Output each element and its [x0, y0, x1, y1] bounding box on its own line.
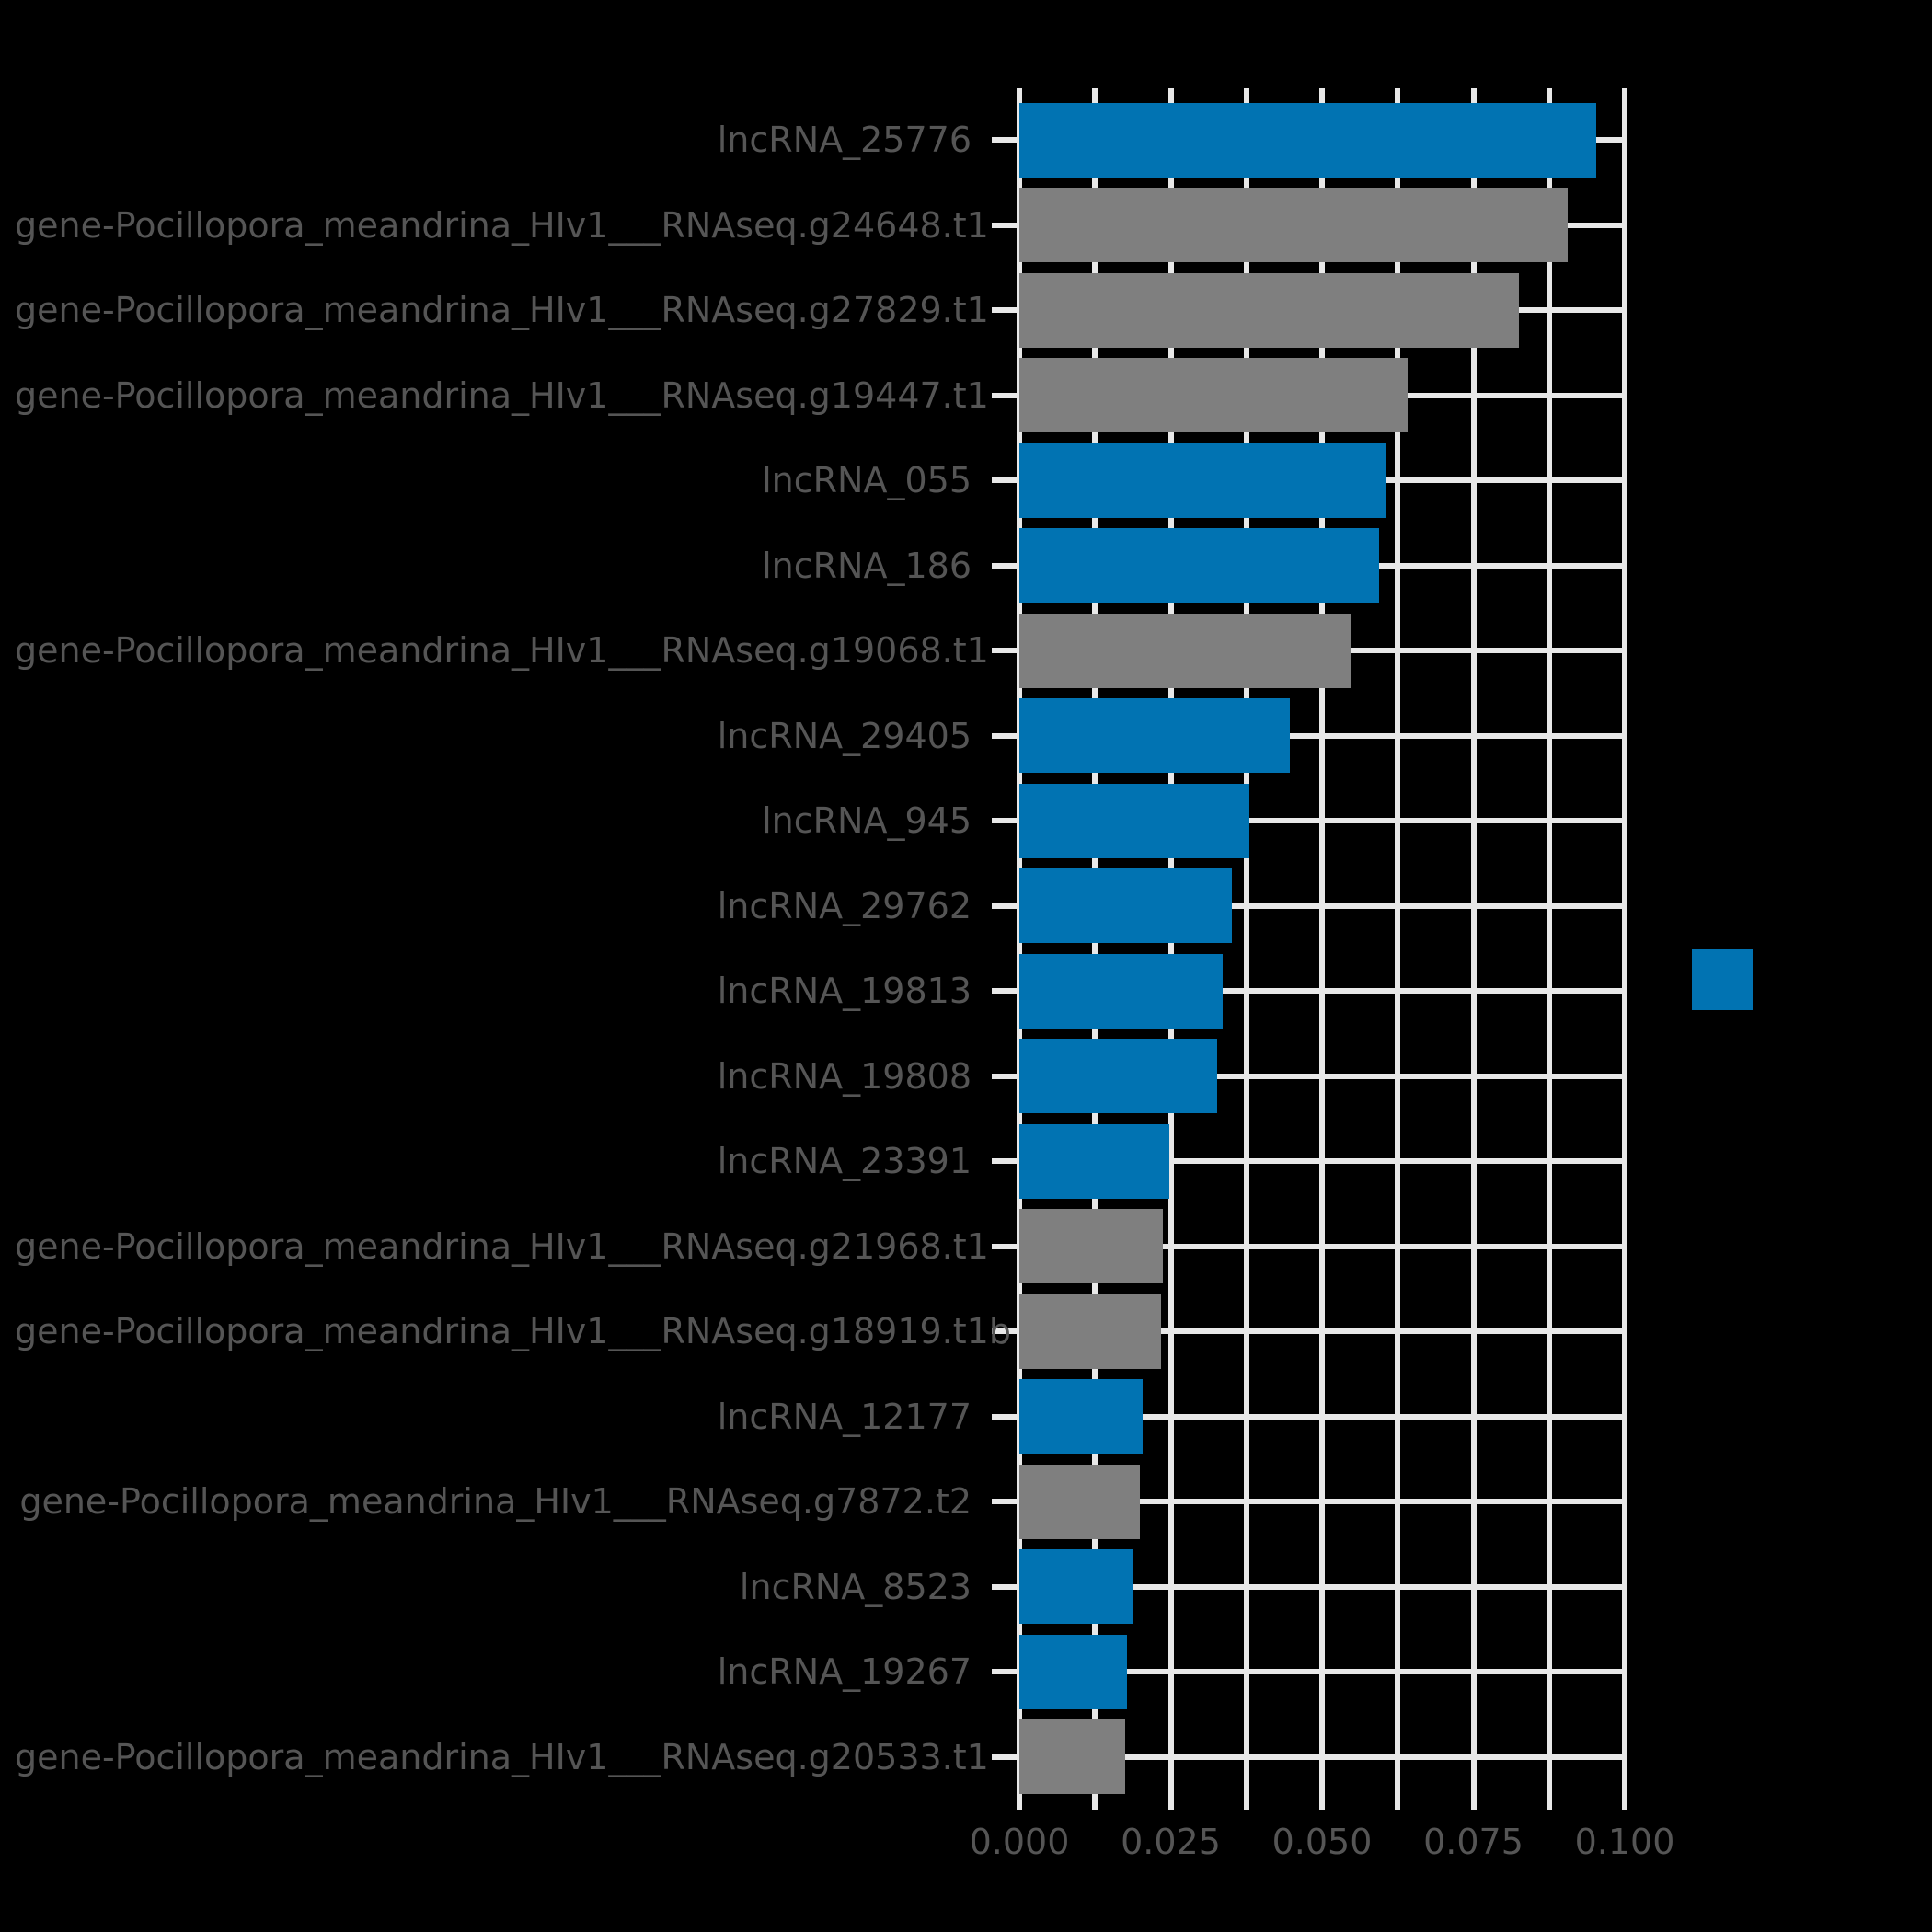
y-tick-label: gene-Pocillopora_meandrina_HIv1___RNAseq…: [15, 204, 989, 246]
bar-gene-Pocillopora_meandrina_HIv1___RNAseq.g19068.t1: [1019, 613, 1351, 688]
y-gridline-and-tick: [992, 1669, 1625, 1674]
bar-gene-Pocillopora_meandrina_HIv1___RNAseq.g7872.t2: [1019, 1464, 1140, 1539]
y-gridline-and-tick: [992, 1754, 1625, 1760]
y-tick-label: lncRNA_19813: [717, 971, 972, 1011]
x-tick-label: 0.025: [1121, 1822, 1221, 1862]
y-tick-label: lncRNA_19267: [717, 1651, 972, 1692]
y-tick-label: lncRNA_29405: [717, 715, 972, 756]
y-tick-label: gene-Pocillopora_meandrina_HIv1___RNAseq…: [15, 290, 989, 330]
x-tick-label: 0.050: [1271, 1822, 1373, 1862]
y-tick-label: lncRNA_23391: [717, 1141, 972, 1181]
bar-lncRNA_19267: [1019, 1634, 1128, 1709]
y-tick-label: lncRNA_25776: [717, 120, 972, 160]
x-gridline: [1622, 88, 1627, 1810]
bar-lncRNA_23391: [1019, 1123, 1170, 1199]
y-gridline-and-tick: [992, 1583, 1625, 1590]
y-tick-label: gene-Pocillopora_meandrina_HIv1___RNAseq…: [15, 1736, 989, 1777]
y-tick-label: lncRNA_19808: [717, 1055, 972, 1097]
bar-lncRNA_186: [1019, 528, 1379, 603]
bar-lncRNA_12177: [1019, 1379, 1144, 1454]
bar-gene-Pocillopora_meandrina_HIv1___RNAseq.g27829.t1: [1019, 272, 1519, 348]
y-gridline-and-tick: [992, 732, 1625, 739]
x-gridline: [1319, 88, 1325, 1810]
y-gridline-and-tick: [992, 1413, 1625, 1420]
x-gridline: [1017, 88, 1022, 1810]
x-gridline: [1243, 88, 1249, 1810]
y-gridline-and-tick: [992, 1243, 1625, 1249]
x-gridline: [1395, 88, 1401, 1810]
y-gridline-and-tick: [992, 1499, 1625, 1504]
bar-gene-Pocillopora_meandrina_HIv1___RNAseq.g18919.t1b: [1019, 1294, 1161, 1369]
bar-gene-Pocillopora_meandrina_HIv1___RNAseq.g24648.t1: [1019, 188, 1569, 262]
x-gridline: [1092, 88, 1098, 1810]
x-gridline: [1546, 88, 1552, 1810]
y-tick-label: lncRNA_055: [762, 460, 972, 500]
bar-gene-Pocillopora_meandrina_HIv1___RNAseq.g20533.t1: [1019, 1719, 1126, 1794]
y-tick-label: lncRNA_8523: [739, 1566, 972, 1607]
y-tick-label: lncRNA_186: [762, 545, 972, 586]
y-tick-label: lncRNA_945: [762, 800, 972, 841]
y-tick-label: gene-Pocillopora_meandrina_HIv1___RNAseq…: [19, 1481, 972, 1522]
x-tick-label: 0.100: [1574, 1822, 1675, 1862]
bar-lncRNA_19808: [1019, 1039, 1218, 1113]
bar-lncRNA_29762: [1019, 868, 1232, 943]
x-tick-label: 0.000: [969, 1822, 1070, 1862]
x-gridline: [1470, 88, 1477, 1810]
bar-lncRNA_055: [1019, 443, 1387, 518]
bar-lncRNA_25776: [1019, 102, 1597, 178]
y-tick-label: gene-Pocillopora_meandrina_HIv1___RNAseq…: [15, 374, 989, 416]
y-gridline-and-tick: [992, 903, 1625, 909]
y-gridline-and-tick: [992, 988, 1625, 994]
y-gridline-and-tick: [992, 1328, 1625, 1334]
y-tick-label: gene-Pocillopora_meandrina_HIv1___RNAseq…: [15, 630, 989, 671]
y-gridline-and-tick: [992, 818, 1625, 823]
x-gridline: [1167, 88, 1174, 1810]
bar-gene-Pocillopora_meandrina_HIv1___RNAseq.g19447.t1: [1019, 358, 1408, 432]
y-tick-label: gene-Pocillopora_meandrina_HIv1___RNAseq…: [15, 1225, 989, 1267]
x-tick-label: 0.075: [1423, 1822, 1524, 1862]
bar-lncRNA_29405: [1019, 698, 1291, 773]
bar-lncRNA_945: [1019, 783, 1250, 858]
bar-lncRNA_19813: [1019, 953, 1224, 1029]
bar-lncRNA_8523: [1019, 1549, 1134, 1624]
bar-gene-Pocillopora_meandrina_HIv1___RNAseq.g21968.t1: [1019, 1209, 1163, 1283]
y-tick-label: lncRNA_29762: [717, 885, 972, 926]
y-tick-label: lncRNA_12177: [717, 1396, 972, 1437]
y-gridline-and-tick: [992, 1158, 1625, 1164]
y-tick-label: gene-Pocillopora_meandrina_HIv1___RNAseq…: [15, 1311, 1011, 1351]
legend-swatch: [1692, 949, 1753, 1010]
y-gridline-and-tick: [992, 1073, 1625, 1079]
